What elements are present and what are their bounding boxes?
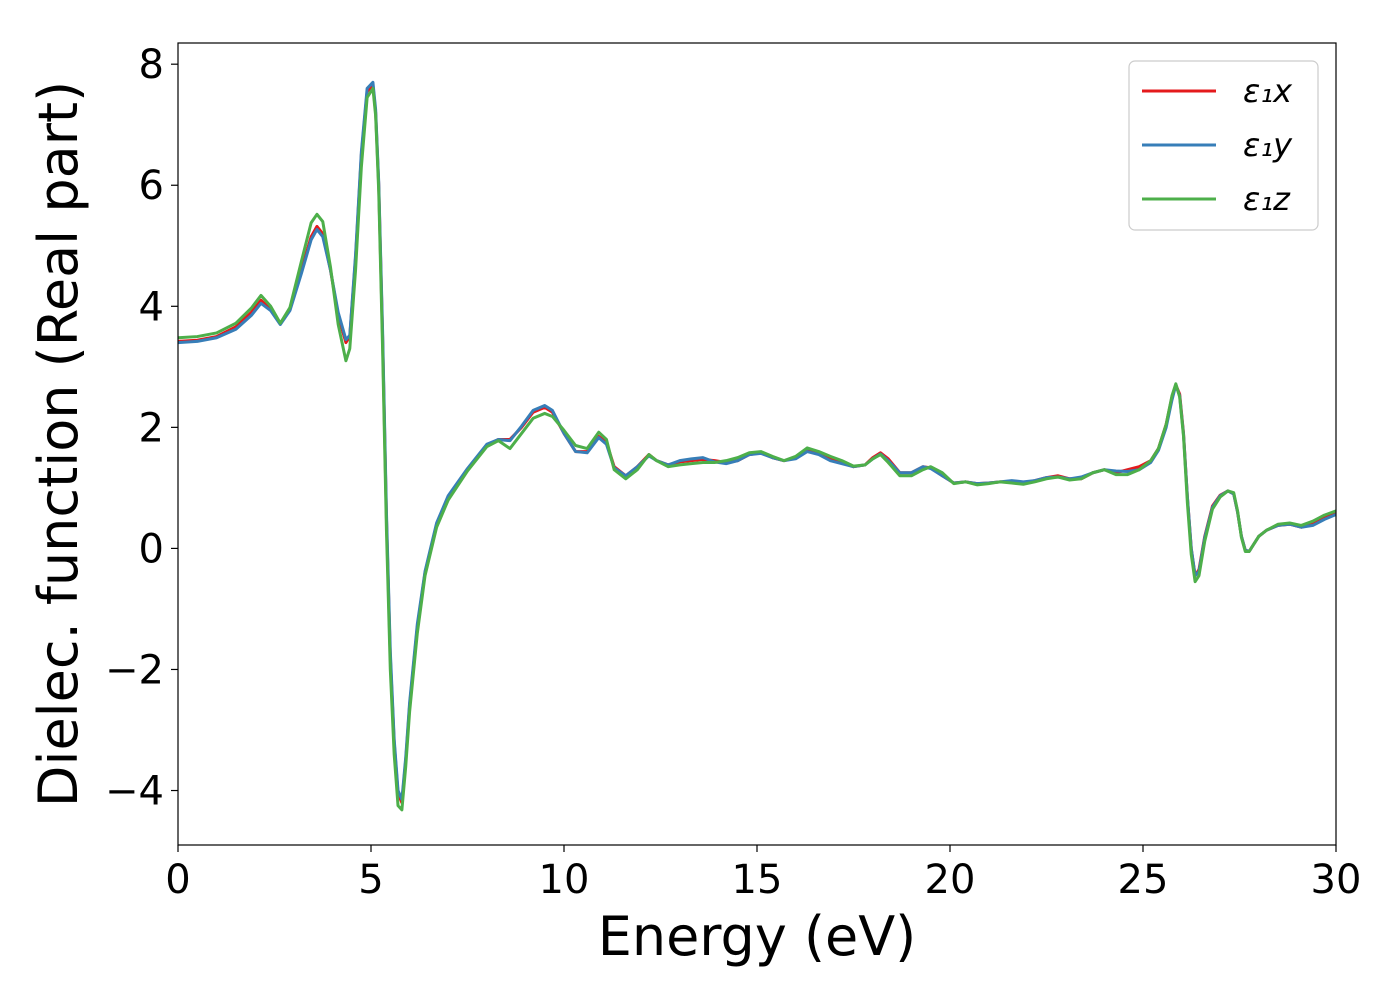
x-tick-label: 25 [1118, 857, 1169, 903]
series-line-3 [178, 86, 1336, 812]
y-tick-label: 0 [139, 526, 164, 572]
legend-box [1128, 60, 1319, 231]
x-tick-label: 5 [358, 857, 383, 903]
x-tick-label: 20 [925, 857, 976, 903]
y-axis-label: Dielec. function (Real part) [27, 81, 90, 807]
legend: ε₁x ε₁y ε₁z [1128, 60, 1319, 231]
legend-label-1: ε₁x [1243, 72, 1293, 110]
legend-label-2: ε₁y [1243, 126, 1293, 164]
x-tick-label: 30 [1311, 857, 1362, 903]
x-tick-label: 0 [165, 857, 190, 903]
y-tick-label: 2 [139, 405, 164, 451]
x-tick-label: 10 [539, 857, 590, 903]
y-tick-label: −4 [105, 769, 164, 815]
x-axis-label: Energy (eV) [598, 905, 917, 968]
y-tick-label: 8 [139, 42, 164, 88]
y-tick-label: 4 [139, 284, 164, 330]
y-axis: −4 −2 0 2 4 6 8 [105, 42, 178, 815]
y-tick-label: 6 [139, 163, 164, 209]
x-axis: 0 5 10 15 20 25 30 [165, 845, 1361, 903]
legend-label-3: ε₁z [1243, 180, 1291, 218]
plot-area [178, 80, 1336, 812]
x-tick-label: 15 [732, 857, 783, 903]
y-tick-label: −2 [105, 647, 164, 693]
